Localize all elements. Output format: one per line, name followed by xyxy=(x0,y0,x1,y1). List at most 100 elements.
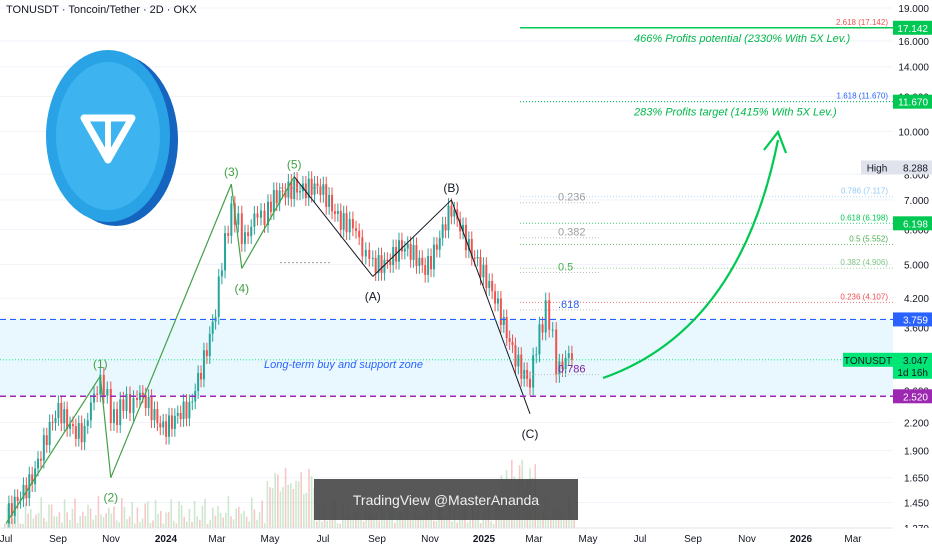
candle-body xyxy=(355,228,358,231)
candle-body xyxy=(435,244,438,250)
candle-body xyxy=(48,422,51,446)
volume-bar xyxy=(201,505,204,528)
x-tick-label: Jul xyxy=(634,534,647,545)
volume-bar xyxy=(89,508,92,528)
candle-body xyxy=(80,423,83,443)
candle-body xyxy=(170,415,173,429)
candle-body xyxy=(316,183,319,187)
candle-body xyxy=(444,224,447,231)
x-tick-label: Sep xyxy=(368,534,386,545)
volume-bar xyxy=(71,508,74,528)
candle-body xyxy=(165,421,168,437)
candle-body xyxy=(364,249,367,257)
volume-bar xyxy=(84,515,87,528)
volume-bar xyxy=(297,481,300,528)
profit-target-label: 283% Profits target (1415% With 5X Lev.) xyxy=(633,107,837,119)
candle-body xyxy=(22,484,25,500)
volume-bar xyxy=(466,522,469,528)
volume-bar xyxy=(199,519,201,528)
support-zone-label: Long-term buy and support zone xyxy=(264,359,423,371)
volume-bar xyxy=(170,499,172,528)
candle-body xyxy=(491,280,494,292)
volume-bar xyxy=(565,519,568,528)
volume-bar xyxy=(271,488,274,528)
volume-bar xyxy=(245,516,248,528)
candle-body xyxy=(307,178,310,199)
corrective-wave-line xyxy=(293,176,374,277)
candle-body xyxy=(205,350,208,357)
candle-body xyxy=(224,233,227,271)
volume-bar xyxy=(6,504,9,528)
price-tag-countdown: 1d 16h xyxy=(897,368,928,379)
candle-body xyxy=(176,413,179,416)
volume-bar xyxy=(165,512,167,528)
candle-body xyxy=(99,374,102,395)
volume-bar xyxy=(79,515,81,528)
price-tag xyxy=(893,352,932,379)
candle-body xyxy=(400,240,403,252)
fib-level-label: 0.618 (6.198) xyxy=(840,213,888,222)
volume-bar xyxy=(399,512,401,528)
volume-bar xyxy=(147,501,149,528)
candle-body xyxy=(322,184,325,195)
candle-body xyxy=(179,413,182,420)
candle-body xyxy=(374,257,377,274)
candle-body xyxy=(281,190,284,192)
volume-bar xyxy=(82,511,84,528)
candle-body xyxy=(462,224,465,232)
candle-body xyxy=(526,369,529,379)
volume-bar xyxy=(300,472,302,528)
candle-body xyxy=(129,394,132,414)
price-tag-value: 2.520 xyxy=(903,392,928,403)
candle-body xyxy=(278,190,281,204)
volume-bar xyxy=(349,517,352,528)
candle-body xyxy=(459,219,462,232)
candle-body xyxy=(150,396,153,421)
candle-body xyxy=(71,424,74,427)
candle-body xyxy=(508,338,511,342)
price-tag xyxy=(893,312,932,327)
candle-body xyxy=(358,230,361,238)
volume-bar xyxy=(110,513,113,528)
candle-body xyxy=(230,203,233,236)
y-tick-label: 7.000 xyxy=(904,196,929,207)
candle-body xyxy=(377,255,380,274)
volume-bar xyxy=(87,504,89,528)
x-tick-label: Sep xyxy=(49,534,67,545)
candle-body xyxy=(567,353,570,358)
candle-body xyxy=(10,503,13,517)
candle-body xyxy=(106,389,109,396)
x-tick-label: 2024 xyxy=(155,534,178,545)
candle-body xyxy=(263,210,266,225)
volume-bar xyxy=(336,523,339,528)
volume-bar xyxy=(573,519,575,528)
candle-body xyxy=(77,423,80,439)
candle-body xyxy=(16,496,19,501)
volume-bar xyxy=(162,523,165,528)
candle-body xyxy=(548,300,551,330)
x-tick-label: May xyxy=(261,534,280,545)
candle-body xyxy=(479,257,482,278)
candle-body xyxy=(272,190,275,212)
volume-bar xyxy=(492,523,495,528)
volume-bar xyxy=(373,515,375,528)
candle-body xyxy=(313,183,316,195)
x-tick-label: 2025 xyxy=(473,534,496,545)
y-tick-label: 8.000 xyxy=(904,170,929,181)
volume-bar xyxy=(362,521,365,528)
candles xyxy=(7,171,573,532)
candle-body xyxy=(89,402,92,421)
impulse-wave-line xyxy=(110,183,232,478)
volume-bar xyxy=(277,474,279,528)
time-axis xyxy=(0,528,932,550)
candle-body xyxy=(168,415,171,437)
candle-body xyxy=(456,209,459,220)
candle-body xyxy=(482,264,485,278)
candle-body xyxy=(345,213,348,233)
candle-body xyxy=(523,369,526,379)
volume-bar xyxy=(217,505,219,528)
candle-body xyxy=(371,257,374,259)
volume-bar xyxy=(186,521,188,528)
price-tag-prefix-box xyxy=(843,352,893,367)
candle-body xyxy=(296,179,299,193)
